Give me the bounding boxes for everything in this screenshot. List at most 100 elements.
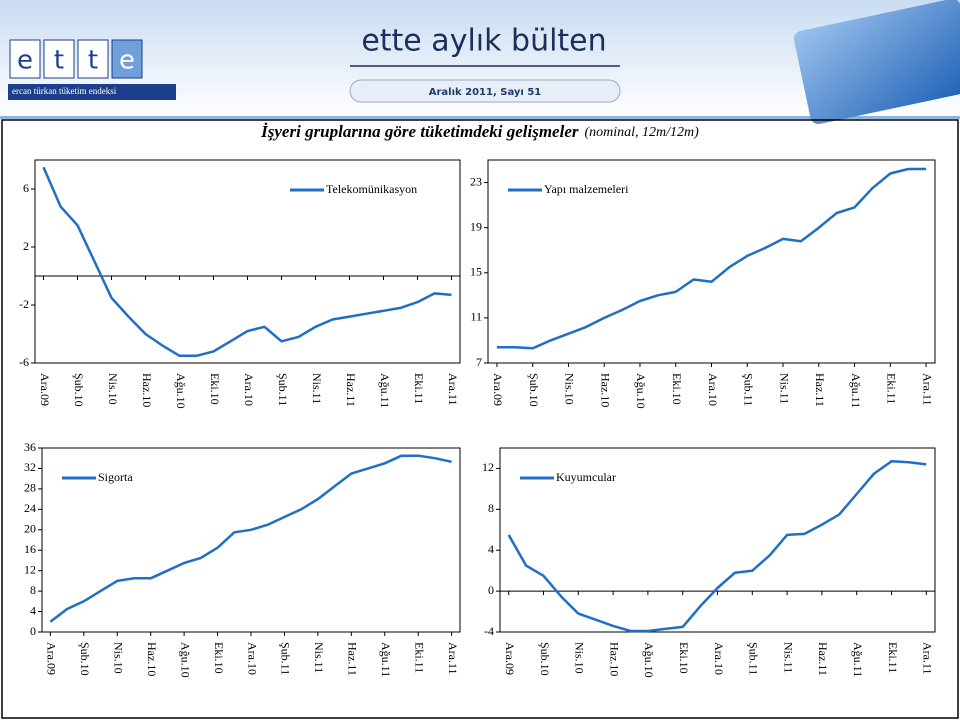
x-tick-label: Ağu.11 bbox=[379, 642, 393, 677]
x-tick-label: Haz.11 bbox=[816, 642, 830, 676]
y-tick-label: 7 bbox=[476, 355, 482, 369]
y-tick-label: 4 bbox=[30, 603, 36, 617]
x-tick-label: Ara.09 bbox=[503, 642, 517, 675]
x-tick-label: Eki.11 bbox=[885, 373, 899, 404]
x-tick-label: Ara.10 bbox=[242, 373, 256, 406]
x-tick-label: Eki.10 bbox=[212, 642, 226, 674]
x-tick-label: Şub.10 bbox=[527, 373, 541, 407]
x-tick-label: Ara.09 bbox=[45, 642, 59, 675]
x-tick-label: Nis.10 bbox=[563, 373, 577, 405]
x-tick-label: Haz.10 bbox=[607, 642, 621, 676]
x-tick-label: Şub.11 bbox=[276, 373, 290, 406]
x-tick-label: Ara.11 bbox=[921, 642, 935, 675]
x-tick-label: Ara.11 bbox=[446, 373, 460, 406]
x-tick-label: Nis.10 bbox=[111, 642, 125, 674]
x-tick-label: Şub.10 bbox=[538, 642, 552, 676]
series-line bbox=[42, 166, 452, 358]
x-tick-label: Nis.10 bbox=[106, 373, 120, 405]
y-tick-label: -6 bbox=[19, 355, 29, 369]
y-tick-label: 6 bbox=[23, 181, 29, 195]
x-tick-label: Ağu.10 bbox=[634, 373, 648, 409]
x-tick-label: Ara.11 bbox=[920, 373, 934, 406]
x-tick-label: Haz.10 bbox=[145, 642, 159, 676]
y-tick-label: 36 bbox=[24, 440, 36, 454]
x-tick-label: Haz.10 bbox=[598, 373, 612, 407]
logo-box bbox=[111, 39, 143, 79]
issue: Aralık 2011, Sayı 51 bbox=[429, 87, 542, 98]
x-tick-label: Ara.10 bbox=[712, 642, 726, 675]
x-tick-label: Eki.10 bbox=[670, 373, 684, 405]
y-tick-label: 24 bbox=[24, 501, 36, 515]
y-tick-label: 32 bbox=[24, 460, 36, 474]
x-tick-label: Haz.10 bbox=[140, 373, 154, 407]
slide-title: İşyeri gruplarına göre tüketimdeki geliş… bbox=[260, 122, 699, 141]
x-tick-label: Ağu.10 bbox=[642, 642, 656, 678]
y-tick-label: 0 bbox=[30, 624, 36, 638]
legend-label: Sigorta bbox=[98, 470, 133, 484]
x-tick-label: Nis.11 bbox=[312, 642, 326, 673]
x-tick-label: Ağu.10 bbox=[174, 373, 188, 409]
title-main: İşyeri gruplarına göre tüketimdeki geliş… bbox=[260, 122, 579, 141]
x-tick-label: Ara.09 bbox=[491, 373, 505, 406]
x-tick-label: Ağu.11 bbox=[849, 373, 863, 408]
plot-frame bbox=[34, 159, 461, 364]
x-tick-label: Ara.10 bbox=[706, 373, 720, 406]
x-tick-label: Ara.11 bbox=[446, 642, 460, 675]
legend-label: Kuyumcular bbox=[556, 470, 616, 484]
y-tick-label: 12 bbox=[24, 562, 36, 576]
logo-letter: e bbox=[119, 46, 135, 76]
y-tick-label: 2 bbox=[23, 239, 29, 253]
y-tick-label: 20 bbox=[24, 522, 36, 536]
title-note: (nominal, 12m/12m) bbox=[585, 125, 700, 140]
logo-box bbox=[77, 39, 109, 79]
x-tick-label: Nis.11 bbox=[310, 373, 324, 404]
x-tick-label: Nis.10 bbox=[573, 642, 587, 674]
y-tick-label: 4 bbox=[488, 542, 494, 556]
y-tick-label: 16 bbox=[24, 542, 36, 556]
y-tick-label: 11 bbox=[470, 310, 482, 324]
legend-label: Telekomünikasyon bbox=[326, 182, 417, 196]
logo-caption-bg bbox=[8, 84, 176, 100]
issue-pill bbox=[349, 79, 621, 103]
x-tick-label: Şub.10 bbox=[78, 642, 92, 676]
x-tick-label: Ara.09 bbox=[38, 373, 52, 406]
y-tick-label: 12 bbox=[482, 460, 494, 474]
x-tick-label: Haz.11 bbox=[344, 373, 358, 407]
y-tick-label: -2 bbox=[19, 297, 29, 311]
x-tick-label: Eki.11 bbox=[412, 642, 426, 673]
x-tick-label: Ağu.11 bbox=[378, 373, 392, 408]
y-tick-label: 8 bbox=[30, 583, 36, 597]
x-tick-label: Şub.11 bbox=[279, 642, 293, 675]
legend-label: Yapı malzemeleri bbox=[544, 182, 629, 196]
card-image bbox=[793, 0, 960, 125]
x-tick-label: Nis.11 bbox=[781, 642, 795, 673]
x-tick-label: Şub.10 bbox=[72, 373, 86, 407]
logo-letter: e bbox=[17, 46, 33, 76]
y-tick-label: 8 bbox=[488, 501, 494, 515]
header: Aralık 2011, Sayı 51 ette aylık bülten bbox=[0, 0, 960, 125]
y-tick-label: 0 bbox=[488, 583, 494, 597]
brand: ette aylık bülten bbox=[361, 24, 606, 59]
x-tick-label: Nis.11 bbox=[777, 373, 791, 404]
x-tick-label: Ağu.11 bbox=[851, 642, 865, 677]
header-rule bbox=[0, 116, 960, 119]
x-tick-label: Eki.11 bbox=[412, 373, 426, 404]
y-tick-label: 23 bbox=[470, 174, 482, 188]
series-line bbox=[507, 460, 927, 633]
x-tick-label: Eki.11 bbox=[886, 642, 900, 673]
series-line bbox=[49, 454, 452, 623]
x-tick-label: Eki.10 bbox=[208, 373, 222, 405]
plot-frame bbox=[499, 447, 936, 633]
x-tick-label: Ağu.10 bbox=[178, 642, 192, 678]
x-tick-label: Ara.10 bbox=[245, 642, 259, 675]
x-tick-label: Şub.11 bbox=[742, 373, 756, 406]
logo-letter: t bbox=[88, 46, 98, 76]
x-tick-label: Eki.10 bbox=[677, 642, 691, 674]
y-tick-label: -4 bbox=[484, 624, 494, 638]
y-tick-label: 15 bbox=[470, 265, 482, 279]
series-line bbox=[496, 167, 927, 350]
x-tick-label: Şub.11 bbox=[747, 642, 761, 675]
logo-caption: ercan türkan tüketim endeksi bbox=[12, 86, 117, 96]
slide-frame bbox=[1, 119, 959, 719]
